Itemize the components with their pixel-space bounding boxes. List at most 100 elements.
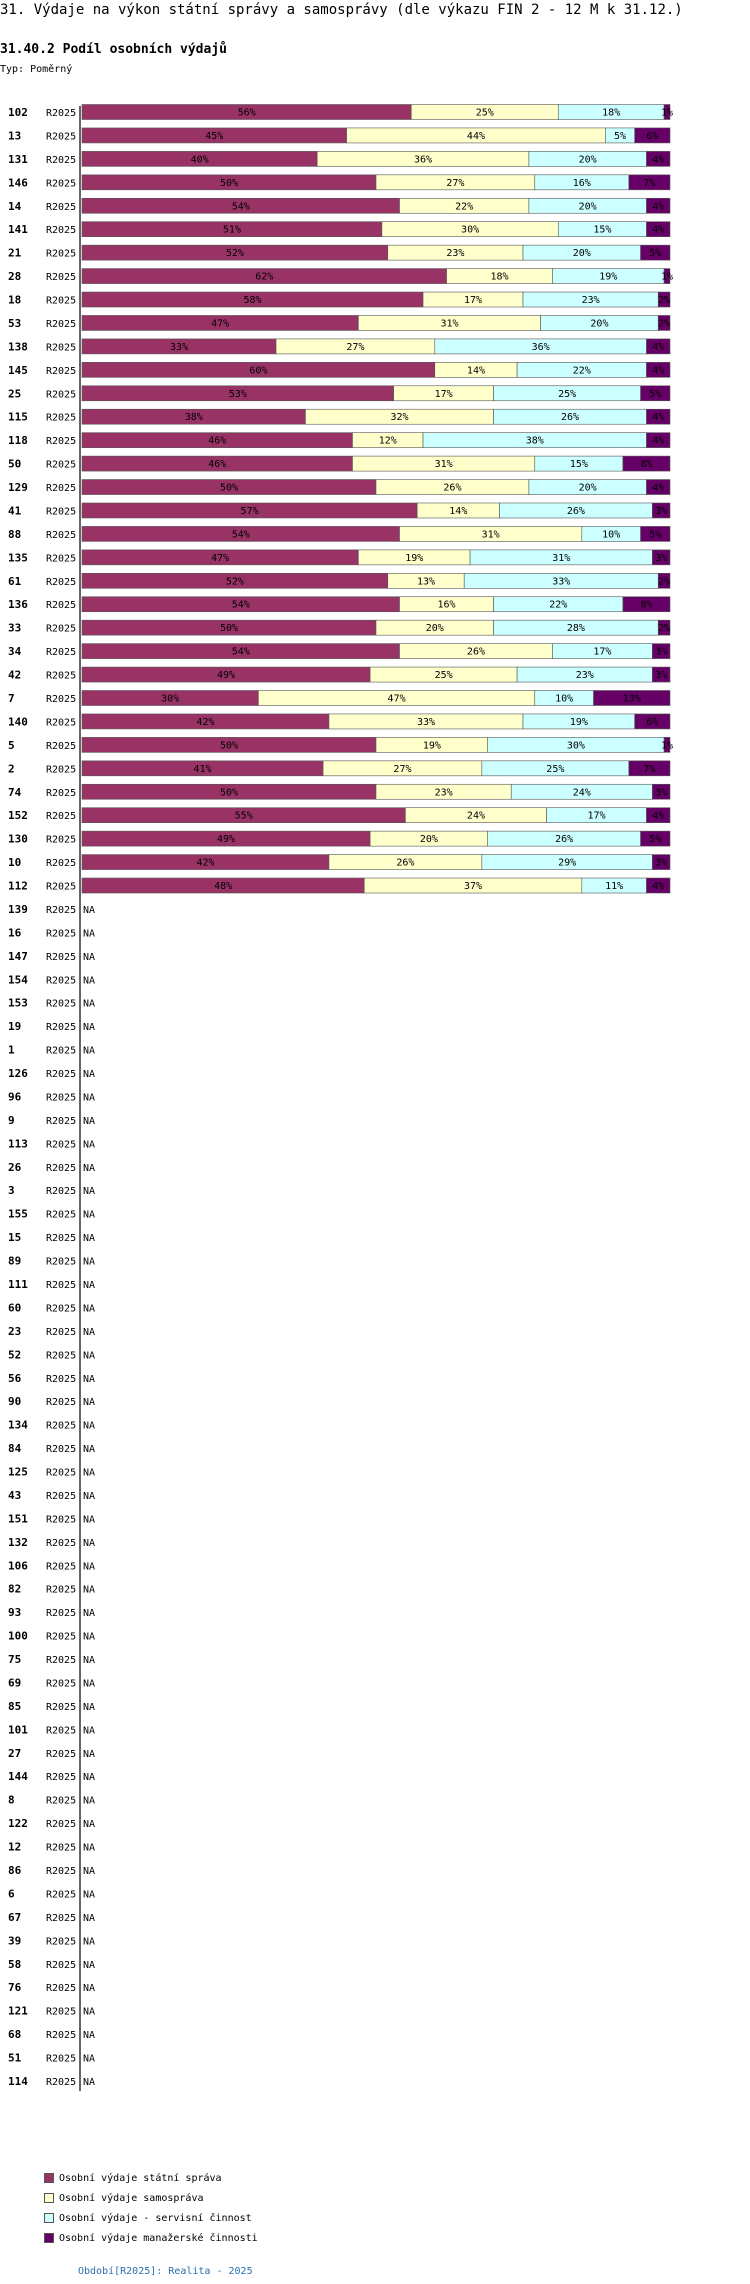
na-label: NA [83, 1913, 95, 1924]
data-label: 5% [614, 131, 626, 142]
bar-segment [640, 526, 671, 542]
category-label: 10 [8, 856, 21, 869]
data-label: 30% [461, 225, 479, 236]
data-label: 20% [579, 201, 597, 212]
data-label: 1% [661, 272, 673, 283]
data-label: 31% [435, 459, 453, 470]
data-label: 20% [579, 483, 597, 494]
bar-segment [640, 244, 671, 261]
category-label: 152 [8, 809, 28, 822]
data-label: 26% [396, 858, 414, 869]
na-label: NA [83, 1866, 95, 1877]
data-label: 3% [655, 858, 667, 869]
data-label: 50% [220, 483, 238, 494]
data-label: 31% [552, 553, 570, 564]
bar-segment [646, 197, 671, 214]
na-label: NA [83, 1843, 95, 1854]
data-label: 38% [185, 412, 203, 423]
na-label: NA [83, 928, 95, 939]
period-label: R2025 [46, 530, 76, 541]
na-label: NA [83, 1936, 95, 1947]
data-label: 3% [655, 647, 667, 658]
na-label: NA [83, 1046, 95, 1057]
bar-segment [634, 713, 671, 730]
period-label: R2025 [46, 155, 76, 166]
category-label: 100 [8, 1630, 28, 1643]
data-label: 4% [652, 483, 664, 494]
period-label: R2025 [46, 577, 76, 588]
na-label: NA [83, 1960, 95, 1971]
data-label: 14% [449, 506, 467, 517]
data-label: 32% [390, 412, 408, 423]
na-label: NA [83, 952, 95, 963]
period-label: R2025 [46, 1046, 76, 1057]
bar-segment [646, 479, 671, 495]
na-label: NA [83, 1350, 95, 1361]
data-label: 48% [214, 881, 232, 892]
period-label: R2025 [46, 1960, 76, 1971]
period-label: R2025 [46, 1163, 76, 1174]
na-label: NA [83, 1749, 95, 1760]
category-label: 25 [8, 387, 21, 400]
data-label: 62% [255, 272, 273, 283]
stacked-bar-chart: 102 R2025 56% 25% 18% 1%13 R2025 45% 44% 5% 6%131 R… [8, 104, 673, 2091]
data-label: 60% [249, 365, 267, 376]
period-label: R2025 [46, 811, 76, 822]
data-label: 25% [476, 108, 494, 119]
legend-item: Osobní výdaje - servisní činnost [44, 2213, 252, 2224]
data-label: 3% [655, 506, 667, 517]
data-label: 3% [655, 553, 667, 564]
data-label: 17% [464, 295, 482, 306]
na-label: NA [83, 1725, 95, 1736]
category-label: 41 [8, 504, 22, 517]
period-label: R2025 [46, 342, 76, 353]
period-label: R2025 [46, 764, 76, 775]
period-label: R2025 [46, 483, 76, 494]
period-label: R2025 [46, 600, 76, 611]
legend-label: Osobní výdaje státní správa [59, 2173, 222, 2184]
period-label: R2025 [46, 1772, 76, 1783]
period-label: R2025 [46, 1608, 76, 1619]
period-label: R2025 [46, 1421, 76, 1432]
data-label: 58% [243, 295, 261, 306]
category-label: 145 [8, 364, 28, 377]
category-label: 114 [8, 2075, 28, 2088]
data-label: 20% [573, 248, 591, 259]
data-label: 46% [208, 436, 226, 447]
category-label: 9 [8, 1114, 15, 1127]
category-label: 42 [8, 669, 21, 682]
na-label: NA [83, 1163, 95, 1174]
data-label: 14% [467, 365, 485, 376]
category-label: 115 [8, 411, 28, 424]
data-label: 30% [161, 694, 179, 705]
na-label: NA [83, 2030, 95, 2041]
bar-segment [634, 127, 671, 144]
data-label: 54% [232, 201, 250, 212]
na-label: NA [83, 1983, 95, 1994]
na-label: NA [83, 1585, 95, 1596]
period-label: R2025 [46, 1092, 76, 1103]
period-label: R2025 [46, 788, 76, 799]
na-label: NA [83, 999, 95, 1010]
period-label: R2025 [46, 671, 76, 682]
period-label: R2025 [46, 249, 76, 260]
legend-label: Osobní výdaje - servisní činnost [59, 2213, 252, 2224]
period-label: R2025 [46, 225, 76, 236]
data-label: 51% [223, 225, 241, 236]
category-label: 125 [8, 1466, 28, 1479]
na-label: NA [83, 1303, 95, 1314]
na-label: NA [83, 1538, 95, 1549]
category-label: 113 [8, 1137, 28, 1150]
na-label: NA [83, 1608, 95, 1619]
period-label: R2025 [46, 1585, 76, 1596]
na-label: NA [83, 1257, 95, 1268]
period-footer[interactable]: Období[R2025]: Realita - 2025 [78, 2266, 253, 2277]
data-label: 4% [652, 811, 664, 822]
period-label: R2025 [46, 975, 76, 986]
na-label: NA [83, 1022, 95, 1033]
data-label: 4% [652, 225, 664, 236]
legend-item: Osobní výdaje samospráva [44, 2193, 204, 2204]
data-label: 38% [526, 436, 544, 447]
period-label: R2025 [46, 1983, 76, 1994]
data-label: 12% [379, 436, 397, 447]
